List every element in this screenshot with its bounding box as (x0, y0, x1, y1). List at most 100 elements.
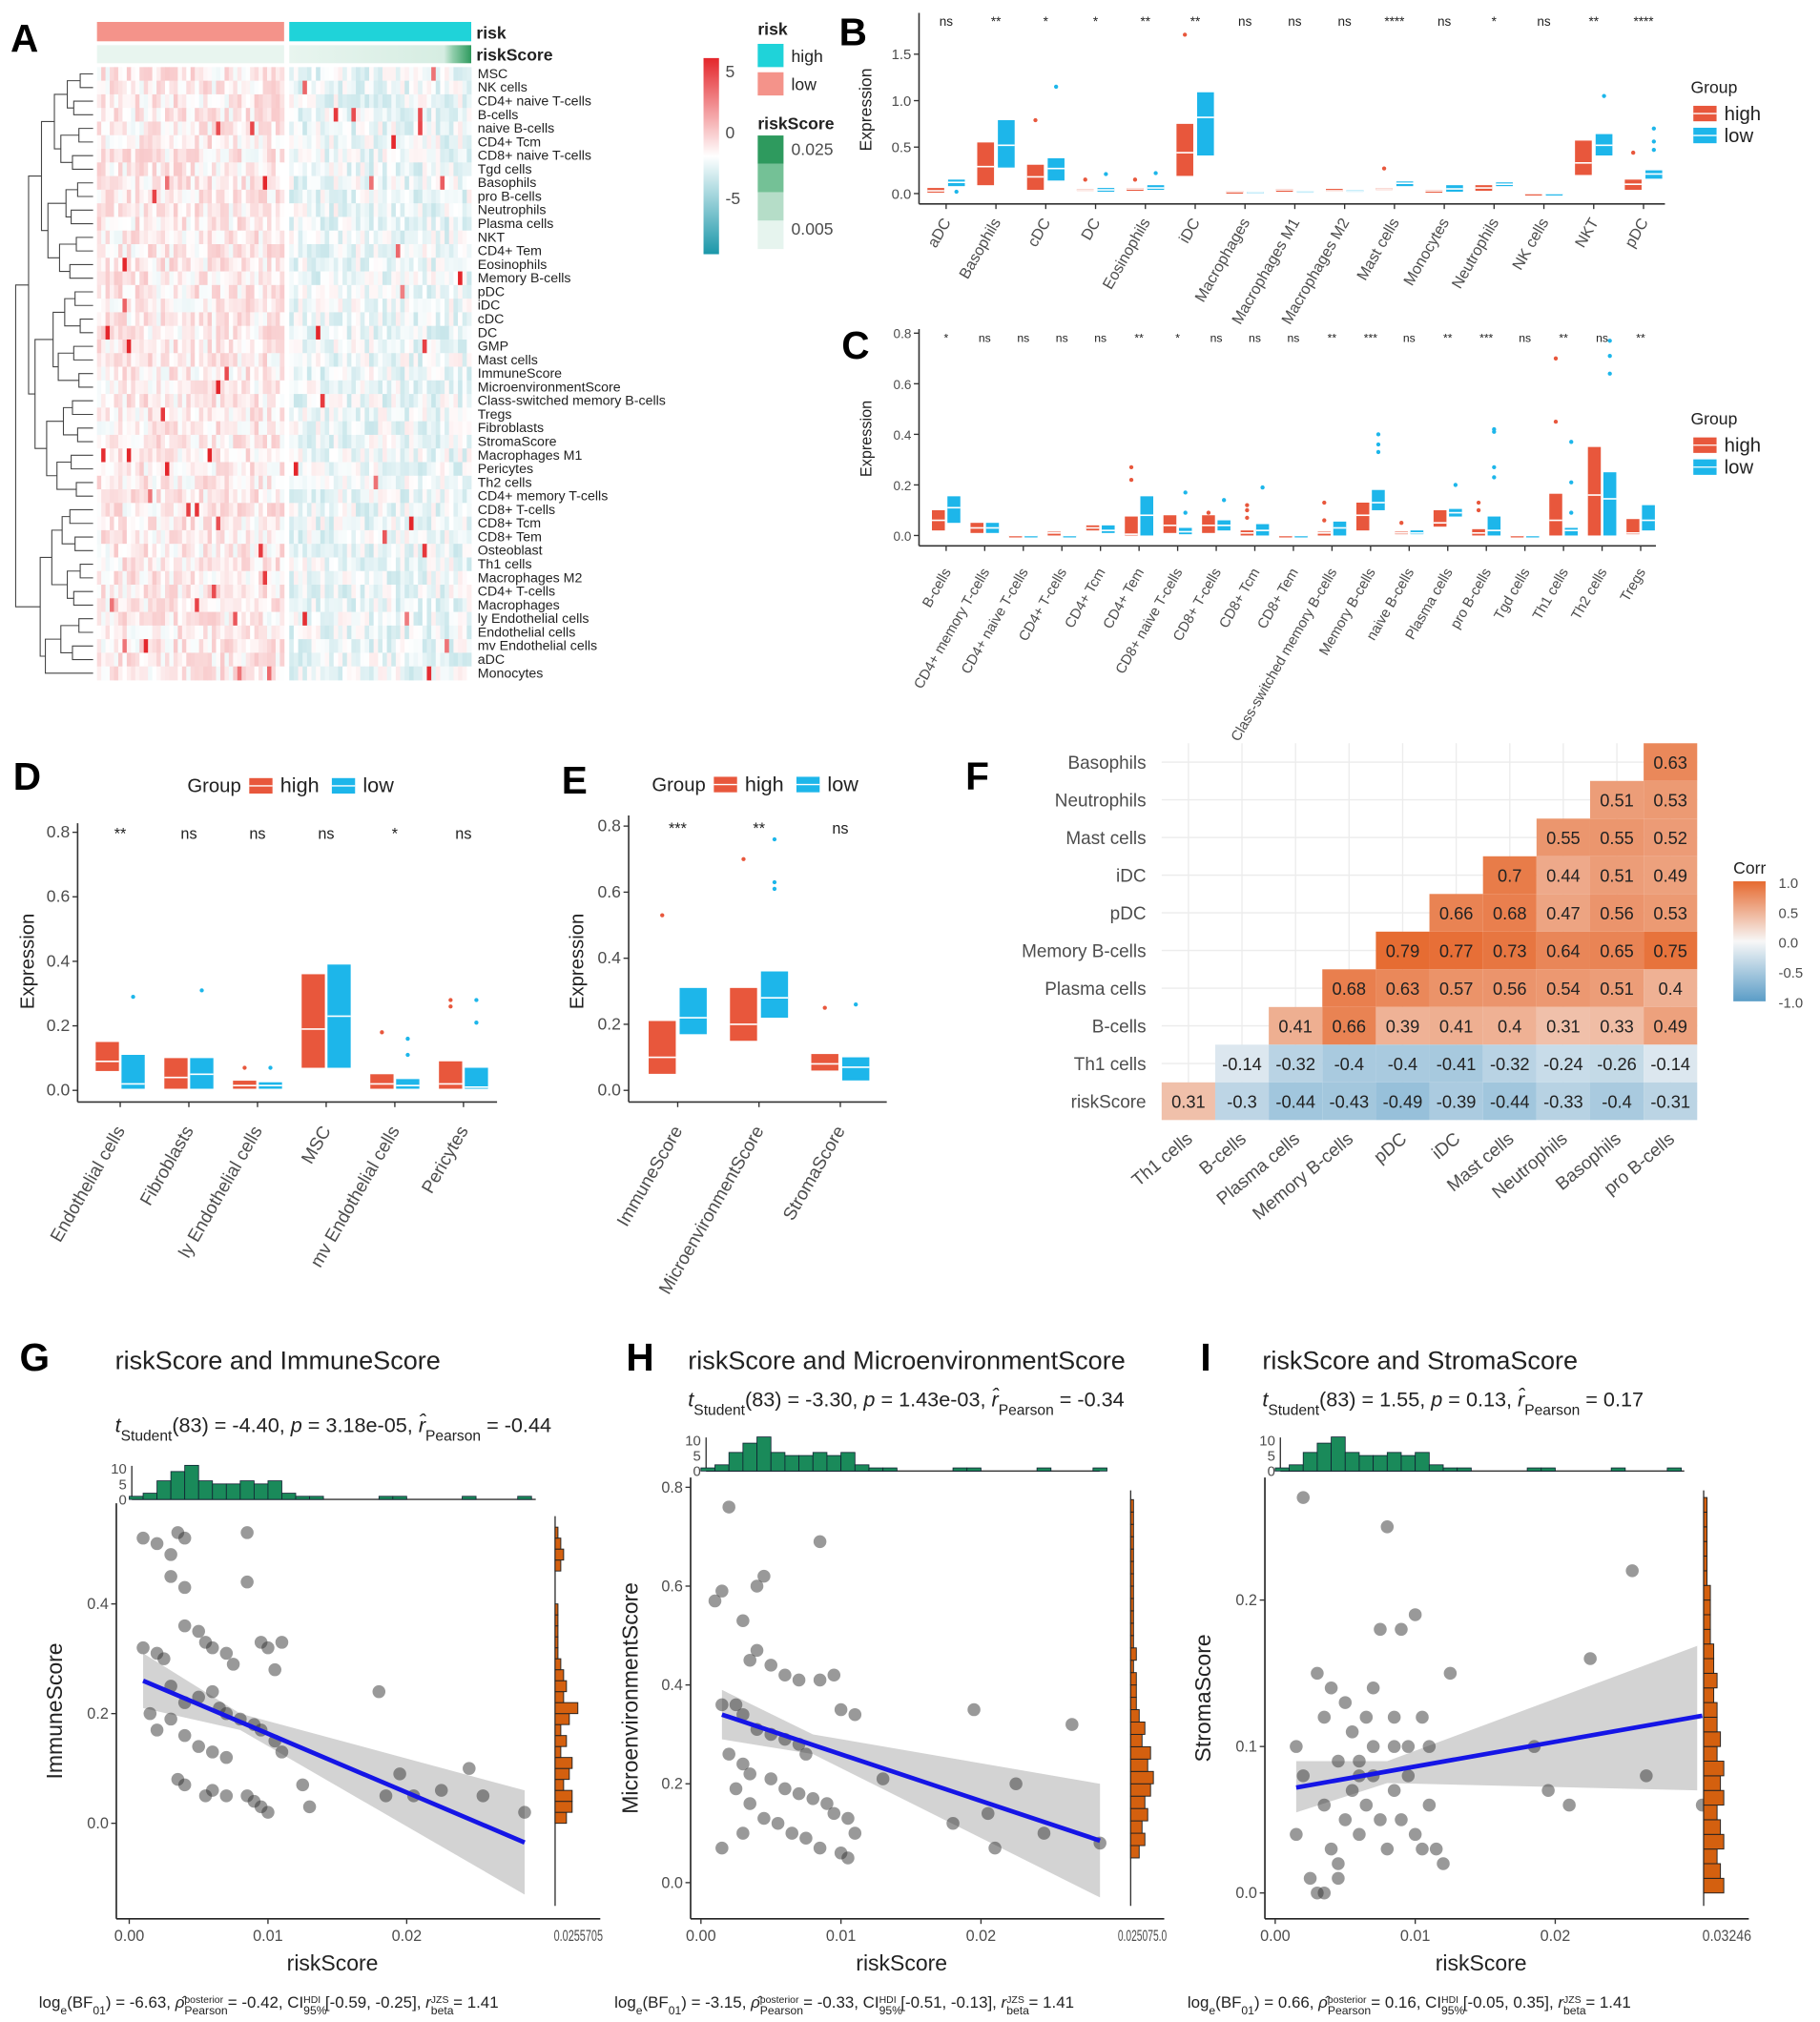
heatmap-cell (117, 80, 123, 95)
heatmap-cell (364, 108, 370, 122)
heatmap-cell (156, 108, 161, 122)
heatmap-cell (364, 516, 370, 531)
stat-segment: [-0.59, -0.25], (321, 1993, 425, 2012)
heatmap-cell (224, 203, 230, 217)
heatmap-cell (453, 353, 459, 367)
heatmap-cell (110, 325, 114, 340)
heatmap-cell (400, 544, 405, 558)
heatmap-cell (302, 625, 308, 640)
heatmap-cell (422, 585, 427, 599)
heatmap-cell (351, 598, 357, 612)
heatmap-cell (165, 93, 170, 109)
heatmap-cell (462, 516, 467, 531)
heatmap-cell (267, 189, 272, 204)
heatmap-cell (207, 462, 213, 477)
corr-row-label: B-cells (1092, 1017, 1147, 1037)
heatmap-cell (143, 611, 149, 627)
heatmap-cell (96, 325, 102, 340)
heatmap-cell (338, 230, 343, 245)
heatmap-cell (413, 134, 419, 150)
heatmap-cell (426, 353, 432, 367)
heatmap-cell (440, 475, 445, 490)
heatmap-cell (408, 243, 414, 258)
heatmap-cell (148, 162, 154, 177)
heatmap-cell (351, 67, 357, 82)
heatmap-cell (422, 203, 427, 217)
heatmap-cell (195, 203, 200, 217)
stat-segment: beta (431, 2004, 454, 2017)
heatmap-cell (351, 652, 357, 668)
heatmap-cell (160, 93, 166, 109)
heatmap-cell (369, 421, 375, 436)
top-histogram-bar (1400, 1455, 1417, 1472)
significance-label: ** (114, 825, 127, 842)
heatmap-cell (445, 271, 450, 286)
y-tick-label: 0.4 (661, 1677, 683, 1694)
heatmap-cell (289, 544, 295, 558)
heatmap-cell (279, 380, 285, 395)
heatmap-cell (228, 108, 234, 122)
heatmap-cell (114, 243, 119, 258)
heatmap-cell (338, 339, 343, 354)
corr-cell (1644, 894, 1698, 932)
heatmap-cell (143, 175, 149, 191)
heatmap-cell (448, 230, 454, 245)
significance-label: ns (1437, 14, 1452, 29)
heatmap-cell (110, 421, 114, 436)
heatmap-cell (198, 625, 204, 640)
category-label: aDC (924, 215, 955, 250)
heatmap-cell (360, 67, 365, 82)
heatmap-cell (448, 121, 454, 136)
heatmap-cell (250, 544, 256, 558)
heatmap-cell (173, 475, 178, 490)
heatmap-cell (466, 434, 472, 449)
heatmap-cell (351, 134, 357, 150)
heatmap-cell (198, 162, 204, 177)
heatmap-cell (241, 203, 247, 217)
heatmap-cell (320, 394, 325, 408)
corr-cell (1536, 1006, 1590, 1045)
y-tick-label: 0.0 (47, 1081, 71, 1100)
heatmap-cell (212, 258, 217, 272)
heatmap-cell (165, 299, 170, 313)
heatmap-cell (228, 67, 234, 82)
heatmap-cell (333, 93, 339, 109)
heatmap-cell (346, 243, 352, 258)
heatmap-cell (356, 80, 362, 95)
heatmap-cell (262, 258, 268, 272)
heatmap-cell (448, 189, 454, 204)
heatmap-cell (440, 448, 445, 463)
scatter-point (1311, 1666, 1324, 1681)
heatmap-cell (122, 189, 128, 204)
heatmap-cell (386, 203, 392, 217)
heatmap-cell (117, 339, 123, 354)
heatmap-cell (382, 639, 388, 653)
heatmap-cell (324, 93, 330, 109)
heatmap-row-label: CD4+ Tcm (478, 134, 541, 150)
heatmap-row-label: naive B-cells (478, 121, 554, 136)
heatmap-cell (207, 258, 213, 272)
box-low (190, 1058, 214, 1089)
heatmap-cell (346, 134, 352, 150)
heatmap-cell (173, 503, 178, 518)
heatmap-cell (320, 585, 325, 599)
heatmap-cell (224, 312, 230, 327)
heatmap-cell (275, 516, 280, 531)
heatmap-cell (329, 652, 335, 668)
heatmap-cell (320, 570, 325, 586)
heatmap-cell (101, 544, 106, 558)
heatmap-cell (219, 271, 225, 286)
heatmap-cell (177, 312, 183, 327)
right-histogram-bar (554, 1767, 570, 1781)
heatmap-cell (426, 585, 432, 599)
heatmap-cell (126, 175, 132, 191)
stat-segment: = -0.34 (1054, 1388, 1125, 1412)
heatmap-cell (422, 149, 427, 163)
heatmap-cell (306, 230, 312, 245)
heatmap-cell (320, 353, 325, 367)
heatmap-cell (351, 149, 357, 163)
stat-segment: JZS (1563, 1995, 1582, 2006)
heatmap-cell (293, 557, 299, 572)
heatmap-cell (233, 544, 238, 558)
